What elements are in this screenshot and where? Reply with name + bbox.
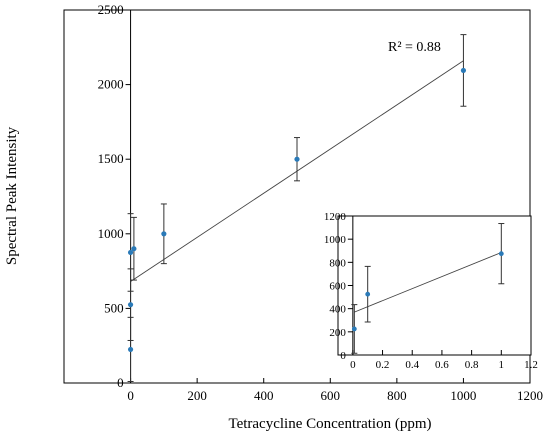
main-x-tick-label: 200 xyxy=(187,388,207,403)
inset-y-tick-label: 1000 xyxy=(324,234,347,246)
inset-x-tick-label: 0.4 xyxy=(405,359,419,371)
inset-x-tick-label: 1 xyxy=(499,359,505,371)
main-data-point xyxy=(127,302,134,308)
main-y-tick-label: 0 xyxy=(117,375,124,390)
x-axis-label: Tetracycline Concentration (ppm) xyxy=(228,416,431,432)
main-x-tick-label: 600 xyxy=(321,388,341,403)
inset-x-tick-label: 0.8 xyxy=(465,359,479,371)
inset-data-point xyxy=(498,251,504,257)
main-x-tick-label: 800 xyxy=(387,388,407,403)
main-data-point xyxy=(127,249,134,256)
main-y-tick-label: 1000 xyxy=(98,226,124,241)
main-y-tick-label: 500 xyxy=(104,300,124,315)
r-squared-annotation: R² = 0.88 xyxy=(388,40,441,55)
main-y-tick-label: 2000 xyxy=(98,77,124,92)
main-x-tick-label: 1000 xyxy=(450,388,476,403)
inset-frame xyxy=(337,215,532,356)
inset-trend-line xyxy=(354,252,502,313)
main-data-point xyxy=(294,156,300,162)
main-data-point xyxy=(127,346,134,353)
inset-y-tick-label: 1200 xyxy=(324,211,347,223)
main-frame xyxy=(63,9,531,384)
inset-plot: 0 0.2 0.4 0.6 0.8 1 1.2 0 200 400 600 800 1000 1200 xyxy=(324,211,538,371)
inset-y-tick-label: 0 xyxy=(340,350,346,362)
inset-x-tick-label: 0.2 xyxy=(376,359,390,371)
inset-x-tick-label: 0.6 xyxy=(435,359,449,371)
y-axis-label: Spectral Peak Intensity xyxy=(4,126,20,265)
main-y-tick-label: 2500 xyxy=(98,2,124,17)
main-x-tick-label: 400 xyxy=(254,388,274,403)
main-plot: 0 200 400 600 800 1000 12000500100015002000250… xyxy=(63,2,543,403)
inset-y-tick-label: 600 xyxy=(329,281,346,293)
main-x-tick-label: 0 xyxy=(127,388,134,403)
inset-y-tick-label: 200 xyxy=(329,327,346,339)
main-data-point xyxy=(161,231,167,237)
inset-x-tick-label: 1.2 xyxy=(524,359,538,371)
inset-data-point xyxy=(351,326,357,332)
main-x-tick-label: 1200 xyxy=(517,388,543,403)
inset-background xyxy=(338,216,531,355)
inset-y-tick-label: 400 xyxy=(329,304,346,316)
main-data-point xyxy=(460,67,467,74)
main-y-tick-label: 1500 xyxy=(98,151,124,166)
inset-x-tick-label: 0 xyxy=(350,359,356,371)
main-data-point xyxy=(131,246,137,252)
inset-y-tick-label: 800 xyxy=(329,257,346,269)
inset-data-point xyxy=(365,291,371,297)
